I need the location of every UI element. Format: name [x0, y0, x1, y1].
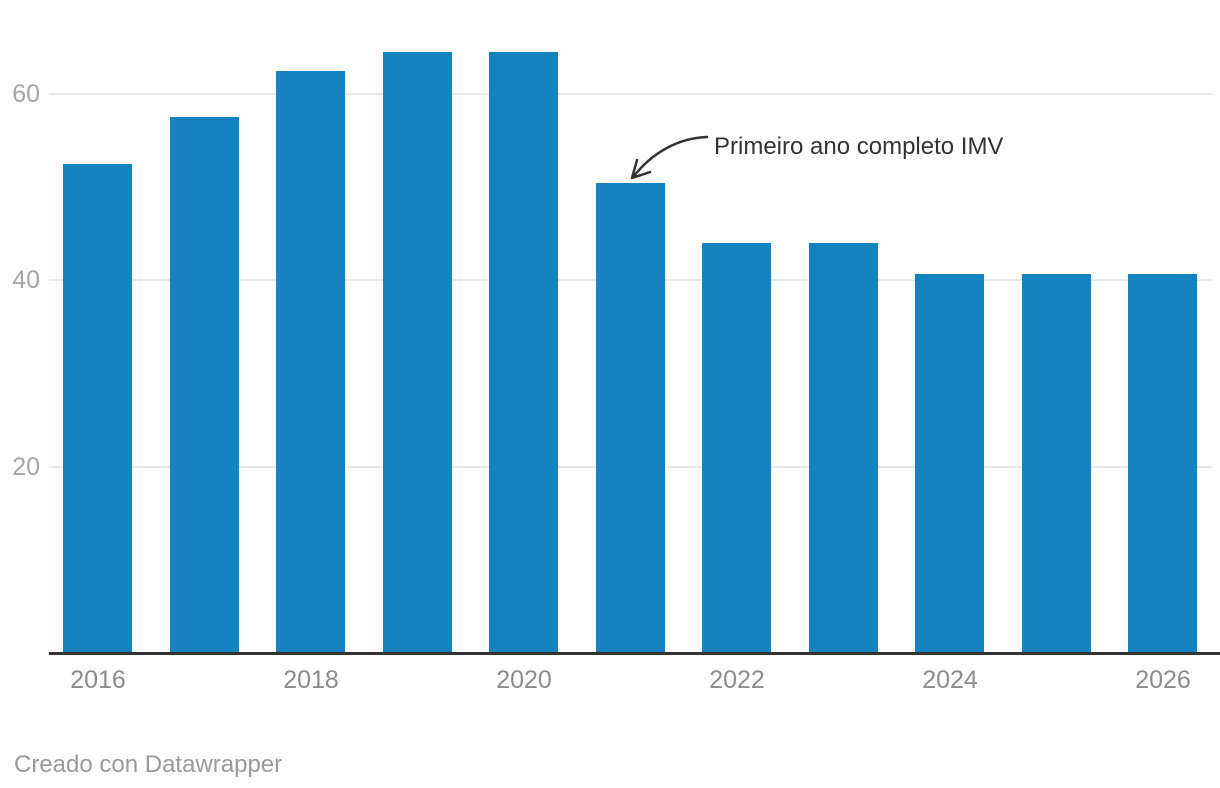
y-axis-tick-label-20: 20 — [12, 452, 40, 481]
bar-2019[interactable] — [383, 52, 452, 653]
y-axis-tick-label-40: 40 — [12, 266, 40, 295]
x-axis-tick-label-2020: 2020 — [496, 666, 552, 694]
bar-2016[interactable] — [63, 163, 132, 653]
y-axis-tick-label-60: 60 — [12, 79, 40, 108]
bar-2020[interactable] — [489, 52, 558, 653]
x-axis-line — [49, 652, 1220, 655]
x-axis-tick-label-2016: 2016 — [70, 666, 126, 694]
bar-2026[interactable] — [1128, 273, 1197, 653]
x-axis-tick-label-2026: 2026 — [1135, 666, 1191, 694]
bar-2017[interactable] — [170, 117, 239, 653]
bar-2024[interactable] — [915, 273, 984, 653]
x-axis-tick-label-2024: 2024 — [922, 666, 978, 694]
bar-2025[interactable] — [1022, 273, 1091, 653]
bar-2022[interactable] — [702, 243, 771, 653]
gridline-y60 — [49, 92, 1212, 95]
bar-2023[interactable] — [809, 243, 878, 653]
x-axis-tick-label-2022: 2022 — [709, 666, 765, 694]
annotation-label: Primeiro ano completo IMV — [714, 133, 1004, 160]
datawrapper-credit[interactable]: Creado con Datawrapper — [14, 751, 283, 778]
x-axis-tick-label-2018: 2018 — [283, 666, 339, 694]
bar-2021[interactable] — [596, 182, 665, 653]
bar-2018[interactable] — [276, 70, 345, 653]
